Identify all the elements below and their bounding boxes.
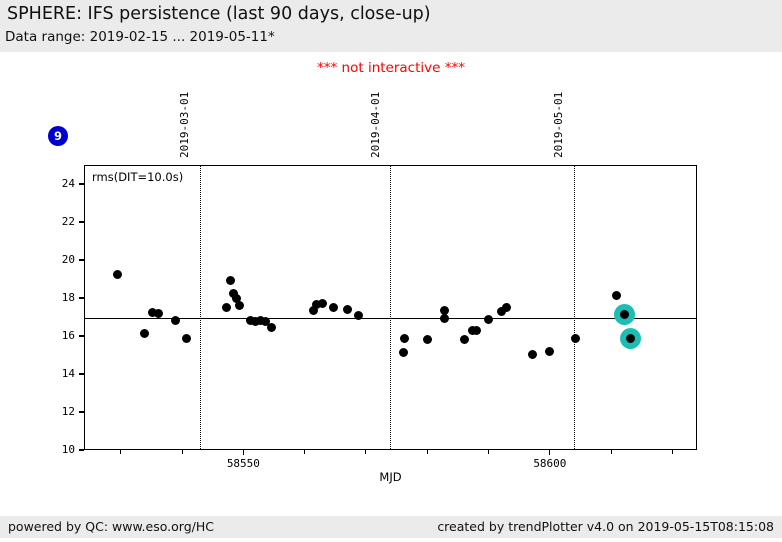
data-point — [251, 316, 261, 326]
data-point — [170, 315, 180, 325]
x-tick-label: 58550 — [226, 457, 260, 470]
data-range-subtitle: Data range: 2019-02-15 ... 2019-05-11* — [5, 29, 275, 45]
data-point — [311, 299, 321, 309]
highlight-core — [625, 333, 635, 343]
y-tick — [79, 411, 84, 413]
x-axis-title: MJD — [379, 470, 402, 484]
data-point — [422, 334, 432, 344]
data-point — [497, 307, 507, 317]
data-point — [318, 298, 328, 308]
data-point — [246, 315, 256, 325]
y-tick — [79, 221, 84, 223]
plot-area: rms(DIT=10.0s) — [84, 165, 697, 450]
data-point — [234, 300, 244, 310]
not-interactive-notice: *** not interactive *** — [317, 60, 465, 76]
y-tick-label: 20 — [61, 253, 75, 266]
y-tick-label: 18 — [61, 291, 75, 304]
data-point — [440, 306, 450, 316]
data-point — [612, 291, 622, 301]
y-tick — [79, 183, 84, 185]
data-point — [256, 315, 266, 325]
footer-powered-text: powered by QC: — [8, 519, 113, 534]
y-tick-label: 22 — [61, 215, 75, 228]
data-point — [527, 350, 537, 359]
data-point — [353, 311, 363, 321]
y-tick-label: 16 — [61, 329, 75, 342]
data-point — [232, 293, 242, 303]
data-point — [222, 302, 232, 312]
data-point — [228, 289, 238, 299]
y-tick-label: 14 — [61, 367, 75, 380]
x-minor-tick — [181, 450, 183, 454]
data-point — [544, 347, 554, 357]
highlighted-data-point — [619, 327, 641, 349]
date-label: 2019-05-01 — [552, 91, 566, 158]
average-line — [85, 318, 696, 320]
x-minor-tick — [120, 450, 122, 454]
data-point — [140, 329, 150, 339]
data-point — [226, 275, 236, 285]
data-point — [484, 314, 494, 324]
data-point — [261, 316, 271, 326]
x-minor-tick — [365, 450, 367, 454]
data-point — [342, 305, 352, 315]
y-tick — [79, 449, 84, 451]
x-minor-tick — [610, 450, 612, 454]
data-point — [148, 308, 158, 318]
date-gridline — [390, 166, 391, 449]
y-tick — [79, 335, 84, 337]
data-point — [501, 302, 511, 312]
footer-created-by: created by trendPlotter v4.0 on 2019-05-… — [437, 519, 774, 534]
plot-number-badge[interactable]: 9 — [48, 126, 68, 146]
footer-qc-link[interactable]: www.eso.org/HC — [112, 519, 214, 534]
x-tick-label: 58600 — [533, 457, 567, 470]
highlighted-data-point — [613, 304, 635, 326]
x-tick — [549, 450, 551, 455]
header-bar: SPHERE: IFS persistence (last 90 days, c… — [0, 0, 782, 52]
data-point — [308, 306, 318, 316]
data-point — [400, 333, 410, 343]
y-tick — [79, 373, 84, 375]
x-minor-tick — [671, 450, 673, 454]
footer-powered-by: powered by QC: www.eso.org/HC — [8, 519, 214, 534]
x-minor-tick — [426, 450, 428, 454]
date-label: 2019-03-01 — [178, 91, 192, 158]
data-point — [154, 309, 164, 319]
page-title: SPHERE: IFS persistence (last 90 days, c… — [7, 4, 431, 24]
y-tick — [79, 297, 84, 299]
y-tick-label: 24 — [61, 177, 75, 190]
date-gridline — [199, 166, 201, 449]
data-point — [181, 333, 191, 343]
data-point — [570, 333, 580, 343]
date-label: 2019-04-01 — [368, 91, 382, 158]
data-point — [267, 323, 277, 333]
x-minor-tick — [304, 450, 306, 454]
data-point — [471, 326, 481, 336]
x-minor-tick — [488, 450, 490, 454]
y-tick-label: 10 — [61, 443, 75, 456]
x-tick — [242, 450, 244, 455]
data-point — [440, 313, 450, 323]
footer-bar: powered by QC: www.eso.org/HC created by… — [0, 516, 782, 538]
y-tick — [79, 259, 84, 261]
data-point — [398, 348, 408, 358]
y-tick-label: 12 — [61, 405, 75, 418]
series-label: rms(DIT=10.0s) — [92, 170, 184, 184]
data-point — [329, 302, 339, 312]
highlight-core — [619, 310, 629, 320]
date-gridline — [573, 166, 575, 449]
data-point — [460, 334, 470, 344]
data-point — [112, 270, 122, 280]
